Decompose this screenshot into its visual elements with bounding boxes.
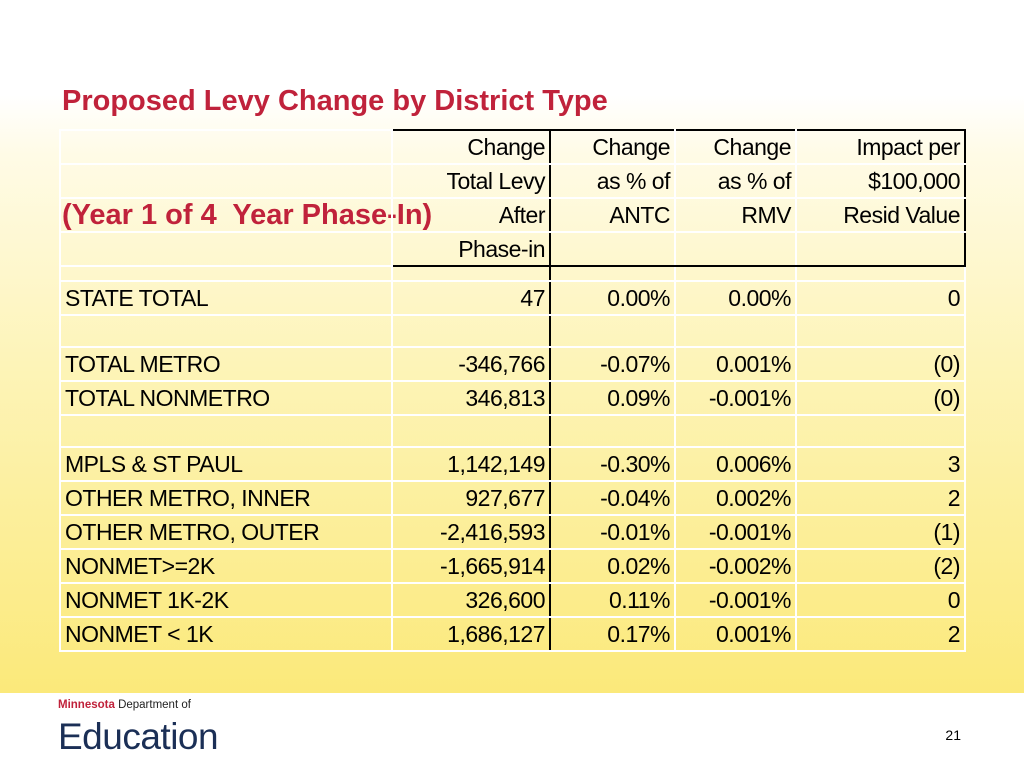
table-row: STATE TOTAL 47 0.00% 0.00% 0	[59, 280, 966, 316]
row-label: NONMET>=2K	[59, 548, 393, 584]
row-label: OTHER METRO, INNER	[59, 480, 393, 516]
levy-change-cell: -346,766	[391, 346, 551, 382]
header-cell: RMV	[674, 197, 797, 233]
table-row: OTHER METRO, OUTER -2,416,593 -0.01% -0.…	[59, 514, 966, 550]
rmv-pct-cell: 0.00%	[674, 280, 797, 316]
row-label: NONMET < 1K	[59, 616, 393, 652]
logo-department-line: Minnesota Department of	[58, 698, 218, 712]
rmv-pct-cell: -0.001%	[674, 380, 797, 416]
row-label: TOTAL METRO	[59, 346, 393, 382]
row-label: TOTAL NONMETRO	[59, 380, 393, 416]
impact-cell: (2)	[795, 548, 966, 584]
antc-pct-cell: -0.01%	[549, 514, 676, 550]
header-cell: ANTC	[549, 197, 676, 233]
header-cell: as % of	[674, 163, 797, 199]
table-row: NONMET>=2K -1,665,914 0.02% -0.002% (2)	[59, 548, 966, 584]
logo-department-text: Department of	[114, 699, 191, 711]
antc-pct-cell: -0.04%	[549, 480, 676, 516]
row-label: MPLS & ST PAUL	[59, 446, 393, 482]
antc-pct-cell: -0.30%	[549, 446, 676, 482]
antc-pct-cell: -0.07%	[549, 346, 676, 382]
header-cell: Change	[549, 129, 676, 165]
footer-band	[0, 693, 1024, 768]
antc-pct-cell: 0.09%	[549, 380, 676, 416]
header-cell	[795, 231, 966, 267]
header-cell: Change	[391, 129, 551, 165]
header-row-1: Change Change Change Impact per	[59, 129, 966, 165]
impact-cell: (1)	[795, 514, 966, 550]
impact-cell: 2	[795, 616, 966, 652]
header-cell	[549, 231, 676, 267]
antc-pct-cell: 0.02%	[549, 548, 676, 584]
mde-logo: Minnesota Department of Education	[58, 698, 219, 759]
spacer-row	[59, 414, 966, 448]
levy-change-cell: 927,677	[391, 480, 551, 516]
logo-education-wordmark: Education	[58, 716, 219, 757]
rmv-pct-cell: 0.006%	[674, 446, 797, 482]
table-row: MPLS & ST PAUL 1,142,149 -0.30% 0.006% 3	[59, 446, 966, 482]
header-cell: Resid Value	[795, 197, 966, 233]
levy-change-cell: 1,686,127	[391, 616, 551, 652]
rmv-pct-cell: 0.002%	[674, 480, 797, 516]
levy-change-cell: 346,813	[391, 380, 551, 416]
impact-cell: 2	[795, 480, 966, 516]
impact-cell: 0	[795, 280, 966, 316]
row-label: STATE TOTAL	[59, 280, 393, 316]
impact-cell: (0)	[795, 346, 966, 382]
spacer-row	[59, 314, 966, 348]
impact-cell: 3	[795, 446, 966, 482]
table-row: NONMET < 1K 1,686,127 0.17% 0.001% 2	[59, 616, 966, 652]
rmv-pct-cell: -0.001%	[674, 514, 797, 550]
header-cell: Phase-in	[391, 231, 551, 267]
header-blank	[59, 163, 393, 199]
page-number: 21	[945, 727, 961, 743]
header-cell: Impact per	[795, 129, 966, 165]
antc-pct-cell: 0.00%	[549, 280, 676, 316]
levy-change-cell: -2,416,593	[391, 514, 551, 550]
row-label: NONMET 1K-2K	[59, 582, 393, 618]
header-cell: as % of	[549, 163, 676, 199]
antc-pct-cell: 0.11%	[549, 582, 676, 618]
header-cell: Change	[674, 129, 797, 165]
impact-cell: (0)	[795, 380, 966, 416]
title-line-1: Proposed Levy Change by District Type	[62, 85, 608, 117]
header-row-3: After ANTC RMV Resid Value	[59, 197, 966, 233]
impact-cell: 0	[795, 582, 966, 618]
header-cell	[674, 231, 797, 267]
rmv-pct-cell: 0.001%	[674, 346, 797, 382]
levy-change-cell: 47	[391, 280, 551, 316]
row-label: OTHER METRO, OUTER	[59, 514, 393, 550]
levy-table: Change Change Change Impact per Total Le…	[59, 129, 966, 652]
table-row: OTHER METRO, INNER 927,677 -0.04% 0.002%…	[59, 480, 966, 516]
header-cell: $100,000	[795, 163, 966, 199]
levy-change-cell: 1,142,149	[391, 446, 551, 482]
rmv-pct-cell: -0.001%	[674, 582, 797, 618]
table-row: NONMET 1K-2K 326,600 0.11% -0.001% 0	[59, 582, 966, 618]
header-row-4: Phase-in	[59, 231, 966, 267]
levy-change-cell: 326,600	[391, 582, 551, 618]
levy-change-cell: -1,665,914	[391, 548, 551, 584]
spacer-row	[59, 265, 966, 282]
header-blank	[59, 231, 393, 267]
logo-state-name: Minnesota	[58, 699, 115, 711]
header-blank	[59, 129, 393, 165]
rmv-pct-cell: 0.001%	[674, 616, 797, 652]
header-cell: After	[391, 197, 551, 233]
header-row-2: Total Levy as % of as % of $100,000	[59, 163, 966, 199]
table-row: TOTAL METRO -346,766 -0.07% 0.001% (0)	[59, 346, 966, 382]
table-row: TOTAL NONMETRO 346,813 0.09% -0.001% (0)	[59, 380, 966, 416]
antc-pct-cell: 0.17%	[549, 616, 676, 652]
header-cell: Total Levy	[391, 163, 551, 199]
header-blank	[59, 197, 393, 233]
rmv-pct-cell: -0.002%	[674, 548, 797, 584]
